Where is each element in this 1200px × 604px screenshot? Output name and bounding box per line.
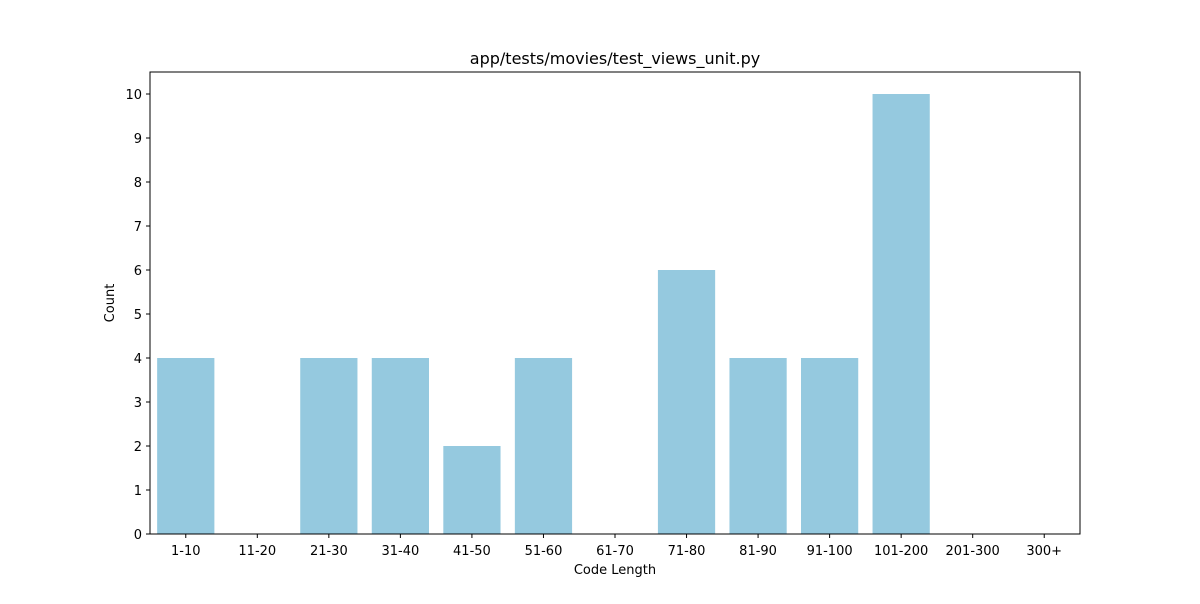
y-tick-label: 5 <box>134 308 142 323</box>
x-axis-label: Code Length <box>574 563 656 578</box>
x-tick-label: 1-10 <box>171 544 201 559</box>
x-tick-label: 41-50 <box>453 544 491 559</box>
x-tick-label: 71-80 <box>668 544 706 559</box>
y-tick-label: 6 <box>134 264 142 279</box>
y-tick-label: 9 <box>134 132 142 147</box>
x-axis-ticks: 1-10 11-20 21-30 31-40 41-50 51-60 61-70 71-80 8… <box>171 534 1062 559</box>
plot-area-frame <box>149 71 1081 535</box>
x-tick-label: 31-40 <box>381 544 419 559</box>
bar-91-100 <box>801 358 859 534</box>
y-tick-label: 10 <box>125 88 142 103</box>
bar-101-200 <box>872 94 930 534</box>
x-tick-label: 51-60 <box>525 544 563 559</box>
bar-41-50 <box>443 446 501 534</box>
bar-21-30 <box>300 358 358 534</box>
bars-layer <box>157 94 930 534</box>
y-tick-label: 8 <box>134 176 142 191</box>
x-tick-label: 91-100 <box>807 544 853 559</box>
y-tick-label: 0 <box>134 528 142 543</box>
chart-title: app/tests/movies/test_views_unit.py <box>470 49 760 69</box>
bar-1-10 <box>157 358 215 534</box>
y-axis-label: Count <box>103 284 118 323</box>
y-tick-label: 4 <box>134 352 142 367</box>
y-axis-ticks: 0 1 2 3 4 5 6 7 8 9 10 <box>125 88 150 543</box>
x-tick-label: 201-300 <box>946 544 1000 559</box>
x-tick-label: 300+ <box>1026 544 1062 559</box>
x-tick-label: 21-30 <box>310 544 348 559</box>
y-tick-label: 7 <box>134 220 142 235</box>
bar-31-40 <box>371 358 429 534</box>
y-tick-label: 1 <box>134 484 142 499</box>
bar-51-60 <box>514 358 573 534</box>
bar-81-90 <box>729 358 787 534</box>
bar-71-80 <box>657 270 716 534</box>
x-tick-label: 101-200 <box>874 544 928 559</box>
x-tick-label: 81-90 <box>739 544 777 559</box>
y-tick-label: 2 <box>134 440 142 455</box>
x-tick-label: 61-70 <box>596 544 634 559</box>
x-tick-label: 11-20 <box>238 544 276 559</box>
y-tick-label: 3 <box>134 396 142 411</box>
